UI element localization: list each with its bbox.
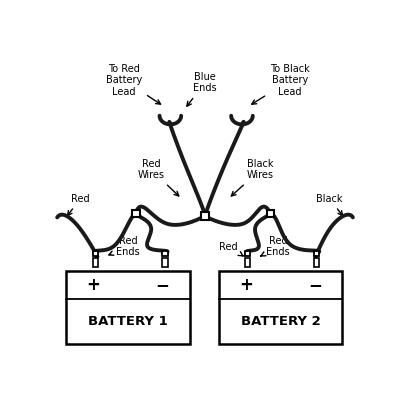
Text: Red
Ends: Red Ends bbox=[261, 236, 290, 258]
Text: To Black
Battery
Lead: To Black Battery Lead bbox=[252, 64, 310, 104]
Text: Blue
Ends: Blue Ends bbox=[187, 72, 217, 106]
Bar bbox=[245, 258, 250, 268]
Bar bbox=[267, 210, 274, 218]
Text: BATTERY 2: BATTERY 2 bbox=[240, 315, 320, 328]
Bar bbox=[314, 251, 319, 256]
Text: −: − bbox=[156, 276, 170, 294]
Bar bbox=[93, 258, 98, 268]
Text: Black: Black bbox=[316, 194, 343, 216]
Text: To Red
Battery
Lead: To Red Battery Lead bbox=[106, 64, 160, 104]
Text: +: + bbox=[239, 276, 253, 294]
Text: +: + bbox=[86, 276, 100, 294]
Bar bbox=[93, 251, 98, 256]
Text: BATTERY 1: BATTERY 1 bbox=[88, 315, 168, 328]
Bar bbox=[201, 212, 209, 220]
Text: Red: Red bbox=[219, 242, 243, 256]
Bar bbox=[219, 271, 342, 344]
Text: Red
Wires: Red Wires bbox=[138, 159, 179, 196]
Bar bbox=[132, 210, 140, 218]
Bar bbox=[314, 258, 319, 268]
Text: Red: Red bbox=[68, 194, 90, 216]
Bar bbox=[245, 251, 250, 256]
Text: Red
Ends: Red Ends bbox=[109, 236, 140, 258]
Text: Black
Wires: Black Wires bbox=[231, 159, 274, 196]
Bar bbox=[66, 271, 190, 344]
Bar bbox=[162, 258, 168, 268]
Text: −: − bbox=[308, 276, 322, 294]
Bar bbox=[162, 251, 168, 256]
